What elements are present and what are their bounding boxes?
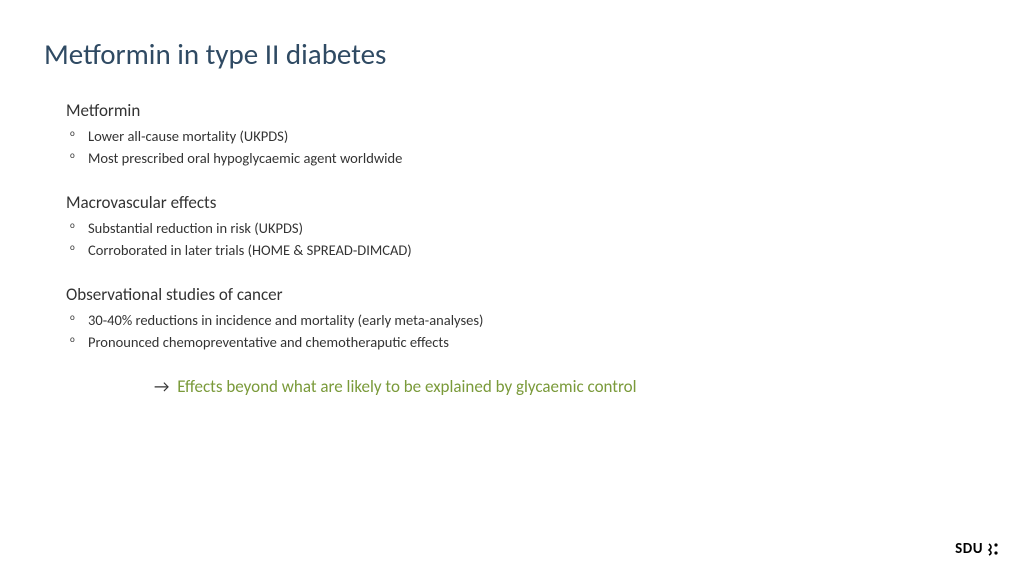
arrow-icon: → — [154, 376, 169, 397]
section-metformin: Metformin Lower all-cause mortality (UKP… — [66, 100, 980, 170]
list-item: Substantial reduction in risk (UKPDS) — [66, 217, 980, 239]
logo-text: SDU — [955, 540, 983, 558]
bullet-list: 30-40% reductions in incidence and morta… — [66, 309, 980, 354]
slide-container: Metformin in type II diabetes Metformin … — [0, 0, 1024, 576]
list-item: Most prescribed oral hypoglycaemic agent… — [66, 147, 980, 169]
slide-content: Metformin Lower all-cause mortality (UKP… — [44, 100, 980, 397]
sdu-logo: SDU — [955, 540, 1000, 558]
conclusion-text: Effects beyond what are likely to be exp… — [177, 376, 636, 397]
list-item: Pronounced chemopreventative and chemoth… — [66, 331, 980, 353]
slide-title: Metformin in type II diabetes — [44, 36, 980, 72]
list-item: 30-40% reductions in incidence and morta… — [66, 309, 980, 331]
logo-mark-icon — [986, 542, 1000, 556]
list-item: Corroborated in later trials (HOME & SPR… — [66, 239, 980, 261]
bullet-list: Lower all-cause mortality (UKPDS) Most p… — [66, 125, 980, 170]
bullet-list: Substantial reduction in risk (UKPDS) Co… — [66, 217, 980, 262]
section-macrovascular: Macrovascular effects Substantial reduct… — [66, 192, 980, 262]
section-observational: Observational studies of cancer 30-40% r… — [66, 284, 980, 354]
section-heading: Metformin — [66, 100, 980, 121]
conclusion-line: → Effects beyond what are likely to be e… — [66, 376, 980, 397]
list-item: Lower all-cause mortality (UKPDS) — [66, 125, 980, 147]
section-heading: Observational studies of cancer — [66, 284, 980, 305]
section-heading: Macrovascular effects — [66, 192, 980, 213]
